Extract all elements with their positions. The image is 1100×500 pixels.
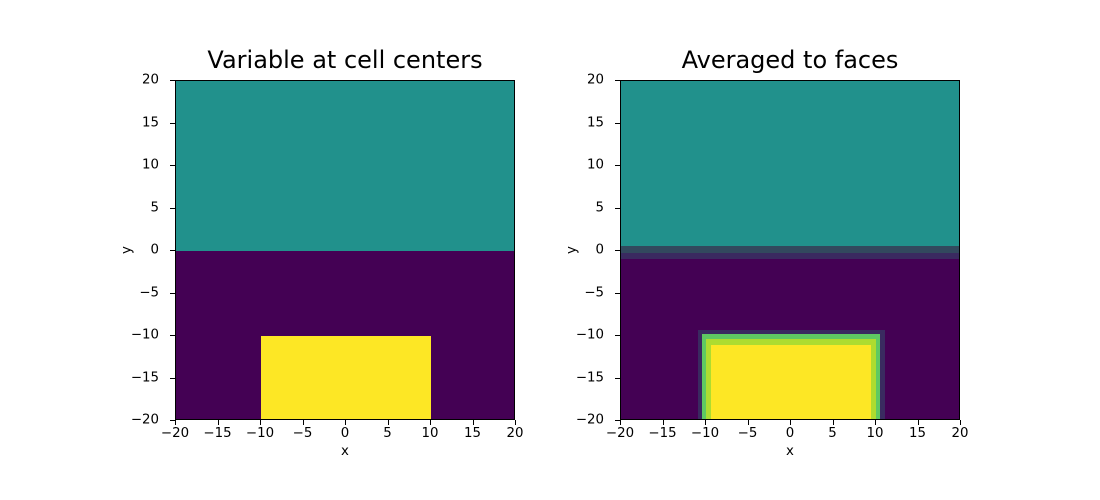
ytick-label: −20 xyxy=(576,413,604,428)
ytick-mark xyxy=(170,420,175,421)
xtick-mark xyxy=(918,420,919,425)
xtick-mark xyxy=(388,420,389,425)
ytick-mark xyxy=(170,80,175,81)
ytick-label: −15 xyxy=(576,370,604,385)
xtick-mark xyxy=(875,420,876,425)
ytick-label: 0 xyxy=(596,243,604,258)
ytick-label: −15 xyxy=(131,370,159,385)
xtick-label: −5 xyxy=(738,426,758,441)
ytick-label: 5 xyxy=(151,200,159,215)
right-ylabel: y xyxy=(565,246,580,254)
xtick-label: 15 xyxy=(909,426,926,441)
right-heatmap xyxy=(621,81,959,419)
ytick-label: 15 xyxy=(587,115,604,130)
ytick-mark xyxy=(170,208,175,209)
xtick-label: 10 xyxy=(867,426,884,441)
ytick-mark xyxy=(615,335,620,336)
ytick-label: −10 xyxy=(576,328,604,343)
left-ylabel: y xyxy=(120,246,135,254)
ytick-label: −20 xyxy=(131,413,159,428)
ytick-mark xyxy=(170,378,175,379)
ytick-label: 20 xyxy=(142,73,159,88)
xtick-label: 5 xyxy=(828,426,836,441)
ytick-label: 10 xyxy=(142,158,159,173)
xtick-label: 20 xyxy=(952,426,969,441)
xtick-label: 15 xyxy=(464,426,481,441)
ytick-label: −10 xyxy=(131,328,159,343)
xtick-label: −15 xyxy=(203,426,231,441)
xtick-label: −10 xyxy=(246,426,274,441)
xtick-label: 0 xyxy=(341,426,349,441)
left-subplot: Variable at cell centers −20−15−10−50510… xyxy=(175,80,515,420)
ytick-mark xyxy=(170,335,175,336)
xtick-mark xyxy=(705,420,706,425)
ytick-mark xyxy=(615,165,620,166)
ytick-mark xyxy=(615,250,620,251)
xtick-mark xyxy=(473,420,474,425)
ytick-label: 15 xyxy=(142,115,159,130)
ytick-mark xyxy=(170,250,175,251)
ytick-label: −5 xyxy=(139,285,159,300)
xtick-mark xyxy=(833,420,834,425)
ytick-mark xyxy=(170,123,175,124)
xtick-label: 10 xyxy=(422,426,439,441)
ytick-mark xyxy=(615,208,620,209)
xtick-mark xyxy=(430,420,431,425)
xtick-mark xyxy=(960,420,961,425)
right-title: Averaged to faces xyxy=(620,46,960,74)
xtick-label: −15 xyxy=(648,426,676,441)
ytick-label: 10 xyxy=(587,158,604,173)
region xyxy=(621,246,960,253)
ytick-label: −5 xyxy=(584,285,604,300)
ytick-mark xyxy=(170,165,175,166)
right-subplot: Averaged to faces −20−15−10−505101520 −2… xyxy=(620,80,960,420)
xtick-label: −5 xyxy=(293,426,313,441)
xtick-label: 20 xyxy=(507,426,524,441)
ytick-mark xyxy=(615,420,620,421)
region xyxy=(711,345,871,421)
xtick-label: −10 xyxy=(691,426,719,441)
left-title: Variable at cell centers xyxy=(175,46,515,74)
ytick-mark xyxy=(615,293,620,294)
ytick-label: 20 xyxy=(587,73,604,88)
xtick-label: 0 xyxy=(786,426,794,441)
region xyxy=(176,81,515,251)
left-heatmap xyxy=(176,81,514,419)
ytick-label: 5 xyxy=(596,200,604,215)
xtick-mark xyxy=(260,420,261,425)
region xyxy=(621,81,960,246)
ytick-mark xyxy=(170,293,175,294)
xtick-mark xyxy=(303,420,304,425)
xtick-mark xyxy=(345,420,346,425)
xtick-mark xyxy=(663,420,664,425)
ytick-mark xyxy=(615,123,620,124)
xtick-mark xyxy=(620,420,621,425)
xtick-mark xyxy=(748,420,749,425)
right-xlabel: x xyxy=(620,444,960,459)
xtick-mark xyxy=(218,420,219,425)
region xyxy=(261,336,431,420)
ytick-mark xyxy=(615,80,620,81)
xtick-label: −20 xyxy=(161,426,189,441)
xtick-mark xyxy=(790,420,791,425)
ytick-mark xyxy=(615,378,620,379)
right-axes xyxy=(620,80,960,420)
ytick-label: 0 xyxy=(151,243,159,258)
xtick-label: 5 xyxy=(383,426,391,441)
left-xlabel: x xyxy=(175,444,515,459)
xtick-mark xyxy=(515,420,516,425)
xtick-label: −20 xyxy=(606,426,634,441)
figure: Variable at cell centers −20 −15 −10 −5 0 5 10… xyxy=(0,0,1100,500)
xtick-mark xyxy=(175,420,176,425)
left-axes xyxy=(175,80,515,420)
